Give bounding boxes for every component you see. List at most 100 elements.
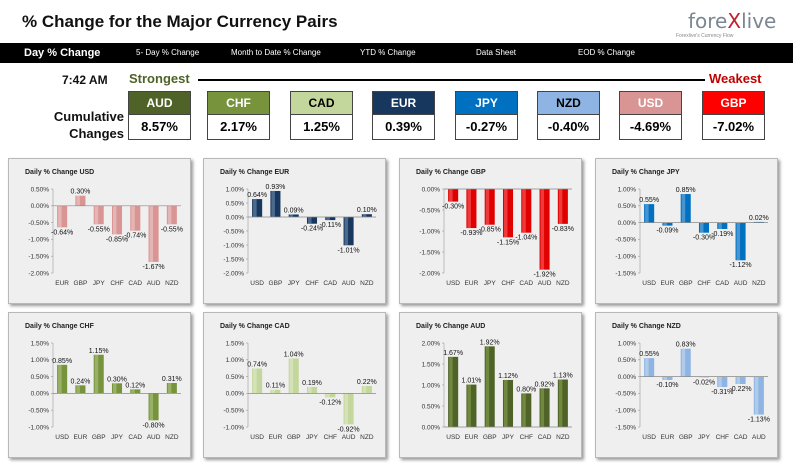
category-label: GBP <box>679 434 693 441</box>
bar-highlight <box>522 393 526 427</box>
chart-title: Daily % Change GBP <box>416 169 486 176</box>
y-tick-label: 0.00% <box>226 391 245 398</box>
category-label: CHF <box>324 434 337 441</box>
chart-title: Daily % Change NZD <box>612 323 681 330</box>
data-label: 0.30% <box>70 189 90 196</box>
currency-code: NZD <box>537 91 600 115</box>
bar-highlight <box>167 205 172 225</box>
nav-eod-change[interactable]: EOD % Change <box>578 48 635 57</box>
data-label: -1.13% <box>748 417 770 424</box>
category-label: NZD <box>360 280 374 287</box>
bar <box>343 393 354 425</box>
nav-day-change[interactable]: Day % Change <box>24 47 101 59</box>
category-label: GBP <box>287 434 301 441</box>
data-label: 1.01% <box>461 378 481 385</box>
currency-code: CAD <box>290 91 353 115</box>
data-label: 1.04% <box>284 351 304 358</box>
data-label: 1.15% <box>89 348 109 355</box>
bar-highlight <box>699 376 704 378</box>
nav-5day-change[interactable]: 5- Day % Change <box>136 48 200 57</box>
currency-cell-usd: USD -4.69% <box>619 91 682 140</box>
bar <box>662 376 673 380</box>
y-tick-label: -2.00% <box>223 270 244 277</box>
data-label: 1.12% <box>498 373 518 380</box>
data-label: -0.74% <box>124 233 146 240</box>
data-label: 1.67% <box>443 350 463 357</box>
data-label: -0.55% <box>161 226 183 233</box>
y-tick-label: -2.00% <box>419 270 440 277</box>
data-label: 1.92% <box>480 339 500 346</box>
data-label: -0.30% <box>442 204 464 211</box>
bar <box>698 376 710 378</box>
category-label: JPY <box>306 434 319 441</box>
logo-tagline: Forexlive's Currency Flow <box>676 33 734 39</box>
currency-cumulative-value: -0.27% <box>455 115 518 140</box>
currency-cumulative-value: -7.02% <box>702 115 765 140</box>
category-label: EUR <box>55 280 69 287</box>
category-label: EUR <box>661 434 675 441</box>
bar-highlight <box>449 189 453 202</box>
weakest-label: Weakest <box>709 71 762 86</box>
data-label: 0.55% <box>639 197 659 204</box>
category-label: USD <box>250 434 264 441</box>
data-label: -0.02% <box>693 379 715 386</box>
nav-month-to-date-change[interactable]: Month to Date % Change <box>231 48 321 57</box>
data-label: -1.01% <box>337 247 359 254</box>
category-label: JPY <box>111 434 124 441</box>
data-label: 0.30% <box>107 376 127 383</box>
bar-highlight <box>645 358 649 377</box>
y-tick-label: 0.00% <box>618 220 637 227</box>
category-label: CAD <box>323 280 337 287</box>
bar-chart: 1.50% 1.00% 0.50% 0.00% -0.50% -1.00% 0.74% USD… <box>223 340 376 441</box>
category-label: JPY <box>288 280 301 287</box>
forexlive-logo[interactable]: foreXlive <box>688 9 776 33</box>
bar-highlight <box>736 376 741 384</box>
category-label: USD <box>446 434 460 441</box>
nav-ytd-change[interactable]: YTD % Change <box>360 48 416 57</box>
data-label: -0.80% <box>142 422 164 429</box>
category-label: CHF <box>697 280 710 287</box>
bar-chart: 0.00% -0.50% -1.00% -1.50% -2.00% -0.30% USD -0… <box>419 186 574 287</box>
bar-highlight <box>663 376 667 380</box>
bar <box>735 376 746 384</box>
bar-highlight <box>271 389 275 394</box>
data-label: -1.15% <box>497 239 519 246</box>
chart-panel-jpy: Daily % Change JPY 1.00% 0.50% 0.00% -0.50% -… <box>595 158 778 304</box>
chart-panel-usd: Daily % Change USD 0.50% 0.00% -0.50% -1.00%… <box>8 158 191 304</box>
bar <box>717 376 728 388</box>
bar-highlight <box>58 364 62 394</box>
bar <box>557 379 568 427</box>
bar <box>521 189 532 233</box>
bar <box>539 189 550 270</box>
data-label: -0.19% <box>711 231 733 238</box>
category-label: JPY <box>698 434 711 441</box>
data-label: -0.24% <box>301 226 323 233</box>
strongest-label: Strongest <box>129 71 190 86</box>
bar-highlight <box>131 205 135 231</box>
bar-highlight <box>112 205 117 235</box>
category-label: JPY <box>93 280 106 287</box>
y-tick-label: 0.50% <box>422 403 441 410</box>
bar <box>57 364 68 394</box>
category-label: CHF <box>501 280 514 287</box>
chart-title: Daily % Change JPY <box>612 169 680 176</box>
bar <box>644 204 655 223</box>
currency-cell-eur: EUR 0.39% <box>372 91 435 140</box>
y-tick-label: -1.50% <box>28 254 49 261</box>
bar <box>252 368 263 394</box>
bar-highlight <box>167 382 172 394</box>
data-label: 0.80% <box>516 386 536 393</box>
category-label: EUR <box>74 434 88 441</box>
bar-chart: 0.50% 0.00% -0.50% -1.00% -1.50% -2.00% -0.64%… <box>28 186 183 287</box>
chart-title: Daily % Change CAD <box>220 323 290 330</box>
category-label: CHF <box>110 280 123 287</box>
category-label: EUR <box>465 280 479 287</box>
nav-data-sheet[interactable]: Data Sheet <box>476 48 517 57</box>
category-label: CAD <box>128 434 142 441</box>
y-tick-label: 0.50% <box>618 357 637 364</box>
bar-chart: 1.00% 0.50% 0.00% -0.50% -1.00% -1.50% 0.55% US… <box>615 340 770 441</box>
category-label: NZD <box>360 434 374 441</box>
chart-title: Daily % Change AUD <box>416 323 486 330</box>
data-label: 0.93% <box>265 184 285 191</box>
bar <box>680 194 691 223</box>
